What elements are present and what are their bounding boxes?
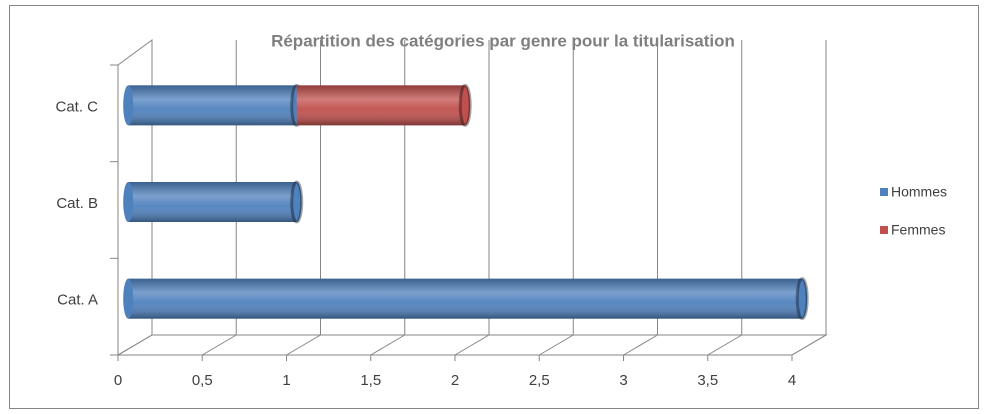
y-tick-label: Cat. C	[55, 98, 98, 115]
bar-cap	[123, 278, 134, 319]
legend-swatch	[880, 226, 888, 234]
legend-label: Hommes	[891, 184, 947, 200]
grid-line	[623, 40, 658, 356]
grid-line	[370, 40, 406, 356]
grid-line	[454, 40, 490, 356]
x-tick-label: 1,5	[360, 372, 381, 389]
y-tick-label: Cat. B	[56, 195, 98, 212]
grid-line	[201, 40, 237, 356]
x-tick-label: 0,5	[192, 372, 213, 389]
x-tick-label: 4	[788, 372, 796, 389]
grid-line	[117, 40, 153, 356]
grid-line	[791, 40, 827, 356]
bar-cap	[123, 182, 134, 222]
x-tick-label: 0	[114, 372, 122, 389]
y-tick-label: Cat. A	[57, 292, 98, 309]
bar-cap	[290, 180, 304, 224]
x-tick-label: 3,5	[697, 372, 718, 389]
x-tick-label: 1	[282, 372, 290, 389]
bar-shade	[128, 182, 297, 222]
chart-title: Répartition des catégories par genre pou…	[271, 31, 735, 50]
legend-swatch	[880, 188, 888, 196]
grid-line	[286, 40, 321, 356]
grid-line	[707, 40, 743, 356]
grid-line	[538, 40, 574, 356]
bar-shade	[128, 85, 297, 126]
x-tick-label: 2	[451, 372, 459, 389]
bar-shade	[128, 278, 803, 319]
x-tick-label: 2,5	[529, 372, 550, 389]
bar-cap	[458, 83, 472, 127]
bar-cap	[795, 277, 809, 321]
bar-cap	[123, 85, 134, 126]
x-tick-label: 3	[619, 372, 627, 389]
legend-label: Femmes	[891, 222, 945, 238]
bar-shade	[296, 85, 466, 126]
